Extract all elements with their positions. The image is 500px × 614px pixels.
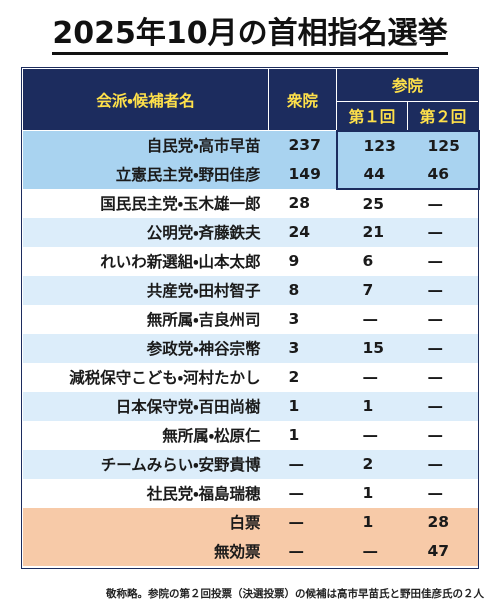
title: 2025年10月の首相指名選挙 [0,8,500,55]
table-row: 公明党・斉藤鉄夫 24 21— [22,217,479,247]
table-row: 参政党・神谷宗幣 3 15— [22,333,479,363]
row-label: 国民民主党・玉木雄一郎 [22,188,269,218]
vote-count: 21 [336,217,408,247]
vote-count: — [268,449,337,479]
vote-count: — [407,275,479,305]
row-label: 減税保守こども・河村たかし [22,362,269,392]
table-row: 自民党・高市早苗 237 123 125 [22,129,480,160]
vote-count: — [407,420,479,450]
vote-count: 7 [336,275,408,305]
row-label: 社民党・福島瑞穂 [22,478,269,508]
vote-count: — [336,304,408,334]
vote-count: — [336,362,408,392]
vote-count: 1 [268,420,337,450]
table-row: 減税保守こども・河村たかし 2— — [22,362,479,392]
vote-count: — [336,536,408,566]
row-label: 立憲民主党・野田佳彦 [22,159,269,189]
vote-count: 3 [268,304,337,334]
header-round2: 第２回 [406,101,480,131]
vote-count: 149 [268,159,337,189]
header-lower: 衆院 [268,68,337,131]
row-label: 公明党・斉藤鉄夫 [22,217,269,247]
row-label: 参政党・神谷宗幣 [22,333,269,363]
row-label: 白票 [22,507,269,537]
vote-count: 28 [268,188,337,218]
vote-count: 6 [336,246,408,276]
vote-count: — [407,362,479,392]
vote-count: 3 [268,333,337,363]
vote-count: 2 [268,362,337,392]
vote-count: 1 [336,507,408,537]
vote-count: 25 [336,188,408,218]
table-row: 立憲民主党・野田佳彦 149 44 46 [22,159,480,190]
vote-count: — [336,420,408,450]
vote-count: 24 [268,217,337,247]
vote-count: — [268,478,337,508]
table-row: 国民民主党・玉木雄一郎 28 25— [22,188,479,218]
vote-count: 8 [268,275,337,305]
table-row: 社民党・福島瑞穂 —1— [22,478,479,508]
row-label: チームみらい・安野貴博 [22,449,269,479]
vote-count: 15 [336,333,408,363]
results-table: 会派・候補者名 衆院 参院 第１回 第２回 自民党・高市早苗 237 123 125 立… [22,68,480,566]
vote-count: 46 [407,159,480,190]
table-row: れいわ新選組・山本太郎 9 6— [22,246,479,276]
row-label: 無所属・吉良州司 [22,304,269,334]
vote-count: — [407,333,479,363]
vote-count: — [268,507,337,537]
vote-count: 9 [268,246,337,276]
table-row: 無所属・松原仁 1— — [22,420,479,450]
vote-count: 1 [268,391,337,421]
vote-count: — [268,536,337,566]
vote-count: 1 [336,478,408,508]
vote-count: 28 [407,507,479,537]
header-round1: 第１回 [336,101,408,131]
vote-count: 237 [268,130,337,160]
vote-count: 44 [335,159,408,190]
row-label: れいわ新選組・山本太郎 [22,246,269,276]
vote-count: 123 [335,129,408,160]
table-row: チームみらい・安野貴博 —2— [22,449,479,479]
row-label: 共産党・田村智子 [22,275,269,305]
vote-count: — [407,304,479,334]
footnote: 敬称略。参院の第２回投票（決選投票）の候補は高市早苗氏と野田佳彦氏の２人 [106,588,484,600]
table-row: 無所属・吉良州司 3— — [22,304,479,334]
table-row: 無効票 — —47 [22,536,479,566]
vote-count: — [407,449,479,479]
title-text: 2025年10月の首相指名選挙 [52,16,448,55]
row-label: 日本保守党・百田尚樹 [22,391,269,421]
header-upper: 参院 [335,68,480,102]
table-row: 共産党・田村智子 8 7— [22,275,479,305]
row-label: 無所属・松原仁 [22,420,269,450]
vote-count: 2 [336,449,408,479]
vote-count: 47 [407,536,479,566]
vote-count: 125 [407,129,480,160]
row-label: 自民党・高市早苗 [22,130,269,160]
header-name: 会派・候補者名 [22,68,269,131]
table-row: 日本保守党・百田尚樹 1 1— [22,391,479,421]
table-row: 白票 —1 28 [22,507,479,537]
vote-count: — [407,391,479,421]
table-body: 自民党・高市早苗 237 123 125 立憲民主党・野田佳彦 149 44 46 国民民主党・… [22,129,480,566]
vote-count: — [407,217,479,247]
vote-count: — [407,478,479,508]
vote-count: 1 [336,391,408,421]
vote-count: — [407,246,479,276]
vote-count: — [407,188,479,218]
row-label: 無効票 [22,536,269,566]
